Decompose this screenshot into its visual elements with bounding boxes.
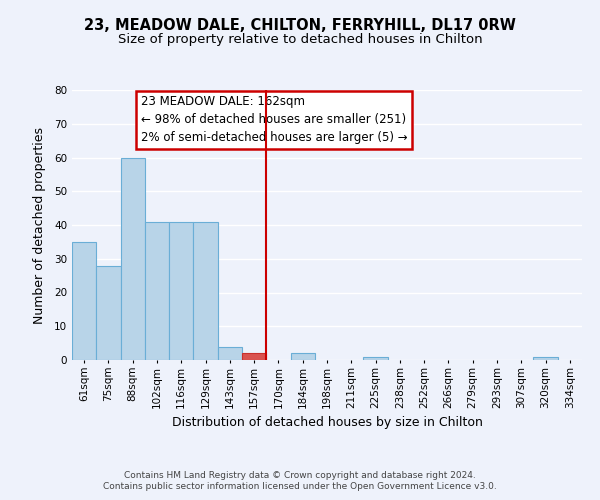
Bar bbox=[96, 266, 121, 360]
Bar bbox=[218, 346, 242, 360]
Text: 23 MEADOW DALE: 162sqm
← 98% of detached houses are smaller (251)
2% of semi-det: 23 MEADOW DALE: 162sqm ← 98% of detached… bbox=[141, 96, 407, 144]
Text: Contains public sector information licensed under the Open Government Licence v3: Contains public sector information licen… bbox=[103, 482, 497, 491]
Bar bbox=[193, 222, 218, 360]
Bar bbox=[72, 242, 96, 360]
Bar bbox=[121, 158, 145, 360]
Text: Contains HM Land Registry data © Crown copyright and database right 2024.: Contains HM Land Registry data © Crown c… bbox=[124, 471, 476, 480]
X-axis label: Distribution of detached houses by size in Chilton: Distribution of detached houses by size … bbox=[172, 416, 482, 429]
Text: 23, MEADOW DALE, CHILTON, FERRYHILL, DL17 0RW: 23, MEADOW DALE, CHILTON, FERRYHILL, DL1… bbox=[84, 18, 516, 32]
Bar bbox=[533, 356, 558, 360]
Bar bbox=[169, 222, 193, 360]
Y-axis label: Number of detached properties: Number of detached properties bbox=[32, 126, 46, 324]
Bar bbox=[364, 356, 388, 360]
Bar bbox=[242, 353, 266, 360]
Bar bbox=[290, 353, 315, 360]
Bar bbox=[145, 222, 169, 360]
Text: Size of property relative to detached houses in Chilton: Size of property relative to detached ho… bbox=[118, 32, 482, 46]
